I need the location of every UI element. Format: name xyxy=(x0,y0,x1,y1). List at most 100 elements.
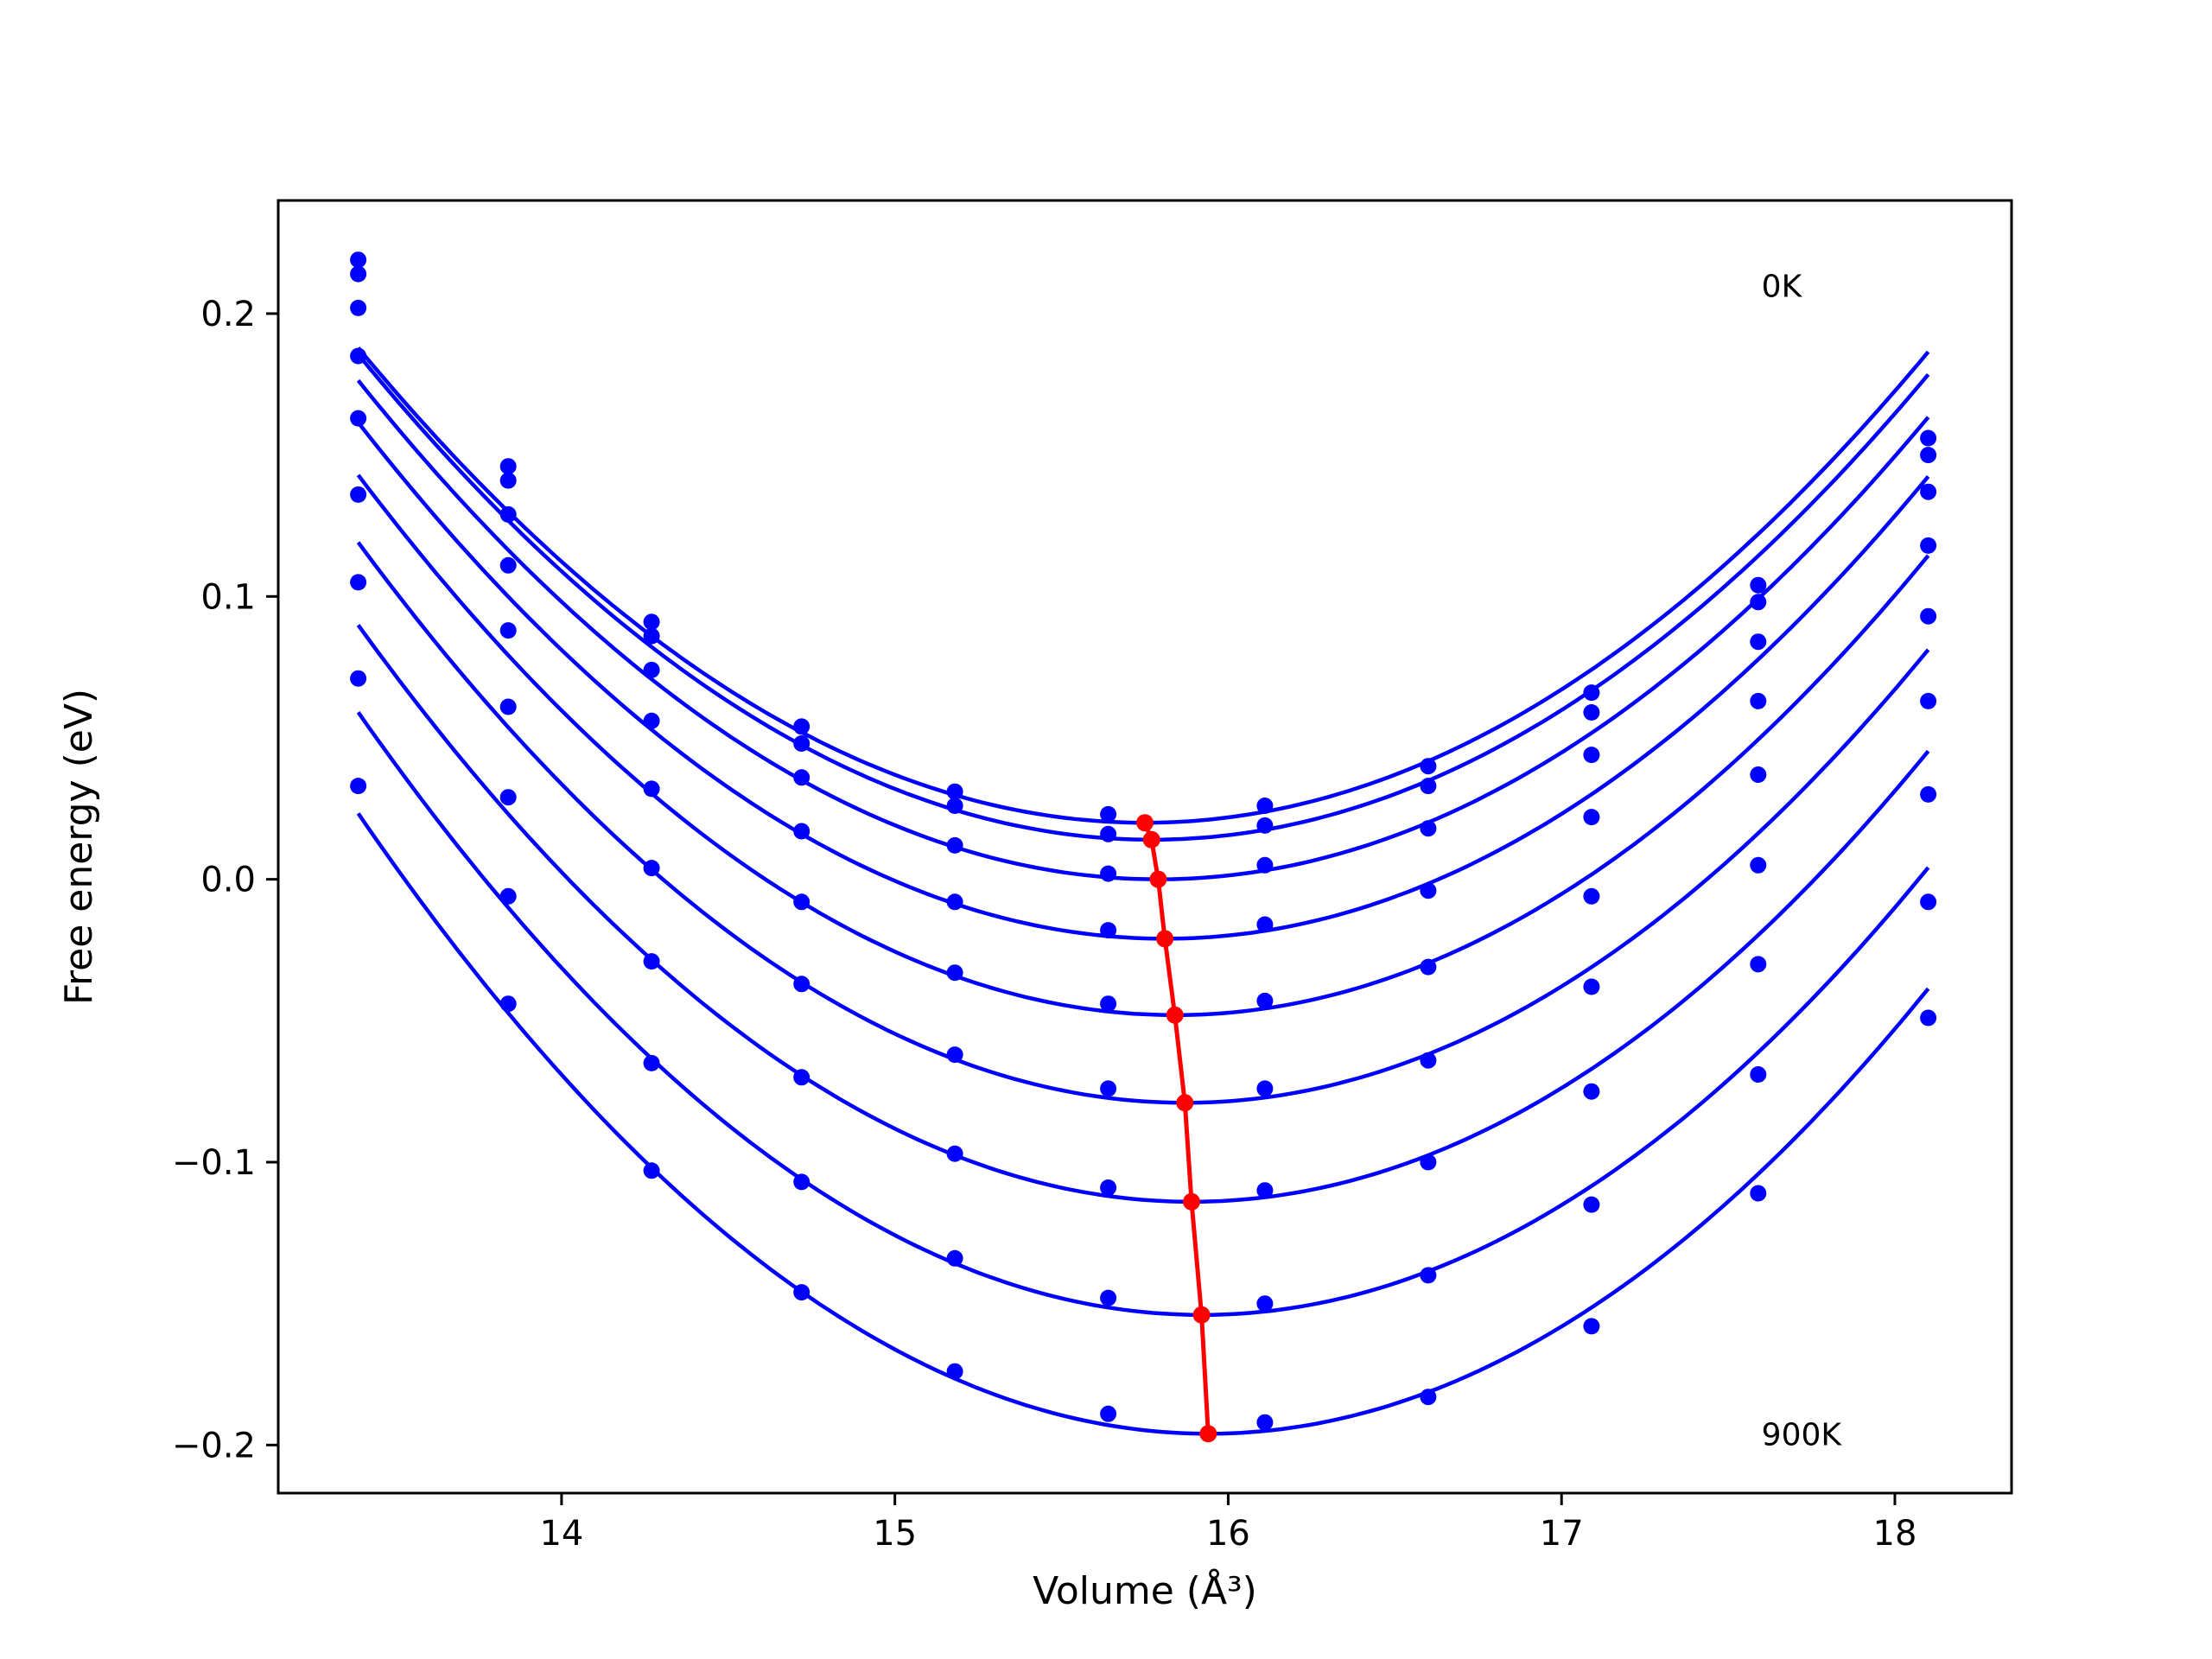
y-tick-label: −0.1 xyxy=(172,1143,256,1183)
annotations: 0K 900K xyxy=(1762,269,1843,1452)
data-point xyxy=(350,670,367,687)
data-point xyxy=(793,718,810,735)
data-point xyxy=(946,1145,963,1162)
data-point xyxy=(1583,978,1600,995)
data-point xyxy=(643,712,660,729)
data-point xyxy=(946,783,963,800)
data-point xyxy=(1583,747,1600,764)
fit-curve-4 xyxy=(356,474,1930,1018)
data-point xyxy=(350,778,367,795)
data-point xyxy=(793,823,810,840)
data-point xyxy=(499,472,517,489)
data-point xyxy=(1100,1080,1117,1097)
data-point xyxy=(1920,483,1937,500)
data-point xyxy=(1750,576,1767,594)
temperature-annotation: 900K xyxy=(1762,1417,1843,1452)
x-tick-label: 14 xyxy=(539,1514,583,1554)
data-point xyxy=(1750,956,1767,973)
data-point xyxy=(793,735,810,752)
data-point xyxy=(643,953,660,970)
fit-curve-3 xyxy=(356,421,1930,941)
data-point xyxy=(643,780,660,798)
data-point xyxy=(1100,865,1117,882)
data-point xyxy=(643,627,660,645)
data-point xyxy=(1256,1414,1274,1431)
data-point xyxy=(1420,1154,1437,1171)
data-point xyxy=(1256,1080,1274,1097)
minimum-point xyxy=(1183,1192,1200,1211)
data-point xyxy=(1750,594,1767,611)
minima-line xyxy=(1136,814,1217,1443)
data-point xyxy=(1920,1009,1937,1027)
x-tick-label: 17 xyxy=(1540,1514,1584,1554)
data-point xyxy=(1920,893,1937,911)
data-point xyxy=(499,622,517,639)
data-point xyxy=(1420,1267,1437,1284)
minimum-point xyxy=(1176,1094,1194,1112)
fit-curve-2 xyxy=(356,378,1930,881)
data-point xyxy=(1256,992,1274,1009)
data-point xyxy=(793,1173,810,1191)
minimum-point xyxy=(1199,1425,1217,1443)
data-point xyxy=(1420,882,1437,899)
x-axis-title: Volume (Å³) xyxy=(1033,1567,1257,1613)
data-point xyxy=(1750,692,1767,709)
data-point xyxy=(946,798,963,814)
data-point xyxy=(1256,856,1274,874)
data-point xyxy=(1920,692,1937,709)
fit-curve-8 xyxy=(356,812,1930,1436)
minimum-point xyxy=(1156,930,1174,948)
data-point xyxy=(1100,922,1117,939)
data-points xyxy=(350,251,1937,1431)
minimum-point xyxy=(1136,814,1154,832)
temperature-annotation: 0K xyxy=(1762,269,1803,304)
data-point xyxy=(1100,805,1117,823)
minimum-point xyxy=(1166,1006,1184,1024)
data-point xyxy=(643,860,660,877)
y-axis-ticks: −0.2 −0.1 0.0 0.1 0.2 xyxy=(172,295,278,1465)
data-point xyxy=(793,1069,810,1086)
data-point xyxy=(499,505,517,523)
data-point xyxy=(1420,1389,1437,1406)
data-point xyxy=(643,613,660,631)
x-tick-label: 16 xyxy=(1206,1514,1250,1554)
data-point xyxy=(946,1046,963,1064)
data-point xyxy=(1583,1196,1600,1213)
data-point xyxy=(1420,820,1437,837)
fit-curve-5 xyxy=(356,541,1930,1105)
data-point xyxy=(1583,809,1600,826)
data-point xyxy=(1920,785,1937,803)
data-point xyxy=(1920,537,1937,554)
data-point xyxy=(946,1249,963,1267)
plot-frame xyxy=(276,199,2013,1495)
data-point xyxy=(643,1162,660,1179)
data-point xyxy=(350,265,367,283)
data-point xyxy=(350,299,367,316)
data-point xyxy=(350,251,367,269)
y-tick-label: 0.1 xyxy=(200,577,256,617)
data-point xyxy=(1420,1052,1437,1069)
data-point xyxy=(1583,1318,1600,1335)
data-point xyxy=(1583,887,1600,905)
data-point xyxy=(793,893,810,911)
data-point xyxy=(1256,817,1274,834)
data-point xyxy=(350,486,367,503)
data-point xyxy=(1100,1179,1117,1196)
data-point xyxy=(1256,1182,1274,1199)
data-point xyxy=(1100,1405,1117,1422)
fit-curve-7 xyxy=(356,711,1930,1318)
data-point xyxy=(946,836,963,854)
data-point xyxy=(1750,633,1767,651)
x-axis-ticks: 14 15 16 17 18 xyxy=(539,1493,1916,1554)
data-point xyxy=(946,893,963,911)
y-tick-label: 0.2 xyxy=(200,295,256,334)
data-point xyxy=(1256,798,1274,814)
minimum-point xyxy=(1142,830,1160,849)
data-point xyxy=(499,995,517,1013)
data-point xyxy=(499,887,517,905)
x-tick-label: 15 xyxy=(873,1514,917,1554)
y-axis-title: Free energy (eV) xyxy=(57,689,101,1005)
minimum-point xyxy=(1149,870,1167,888)
data-point xyxy=(1256,916,1274,933)
